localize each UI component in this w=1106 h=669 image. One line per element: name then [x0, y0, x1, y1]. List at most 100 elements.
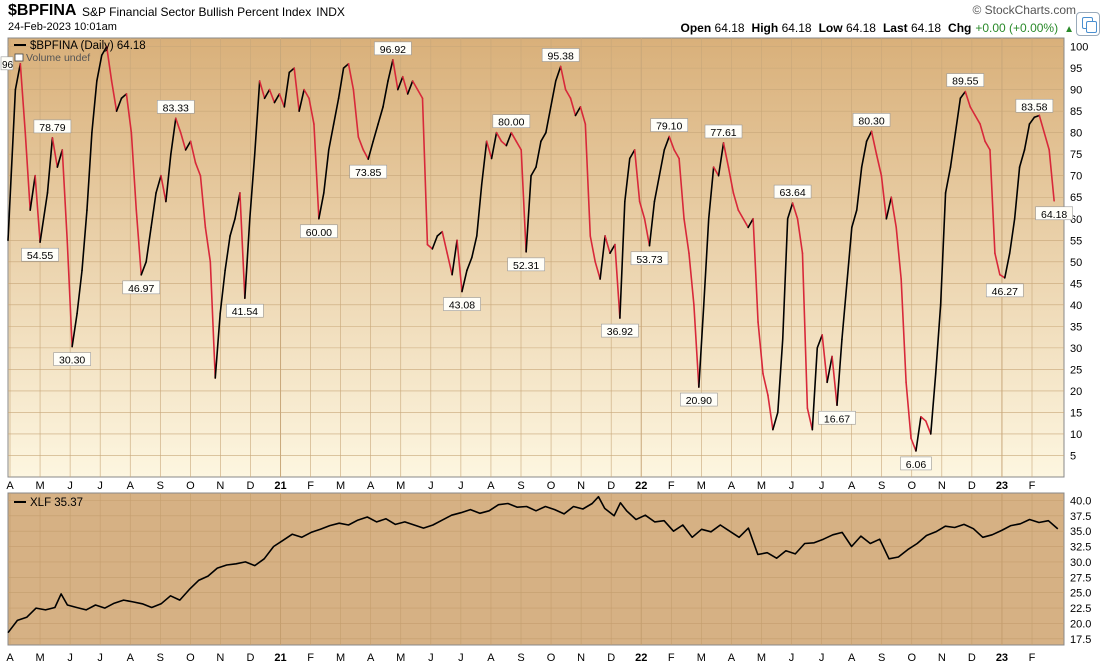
lower-x-tick-label: M: [396, 652, 405, 664]
point-label: 83.58: [1021, 101, 1047, 113]
series-segment: [870, 130, 878, 156]
lower-x-tick-label: A: [728, 652, 736, 664]
exchange-label: INDX: [316, 5, 345, 19]
series-segment: [1043, 131, 1050, 151]
lower-x-tick-label: D: [607, 652, 615, 664]
series-segment: [737, 209, 745, 220]
series-segment: [801, 252, 809, 409]
series-segment: [559, 65, 567, 91]
series-segment: [609, 243, 616, 254]
series-segment: [855, 166, 863, 211]
point-label: 6.06: [906, 459, 927, 471]
point-label-box: [680, 392, 718, 407]
lower-y-tick-label: 32.5: [1070, 542, 1091, 554]
series-segment: [174, 117, 182, 134]
series-segment: [574, 106, 582, 117]
lower-x-tick-label: S: [157, 652, 164, 664]
series-segment: [688, 252, 695, 306]
lower-y-tick-label: 22.5: [1070, 603, 1091, 615]
series-segment: [110, 80, 118, 112]
series-segment: [895, 226, 902, 280]
series-segment: [910, 437, 917, 452]
series-segment: [416, 88, 424, 100]
lower-y-tick-label: 37.5: [1070, 511, 1091, 523]
point-label: 79.10: [656, 121, 682, 133]
series-segment: [673, 149, 680, 160]
series-segment: [732, 192, 740, 211]
series-segment: [14, 63, 22, 91]
lower-x-tick-label: A: [6, 652, 14, 664]
series-segment: [411, 80, 419, 91]
upper-y-tick-label: 80: [1070, 128, 1082, 140]
upper-x-tick-label: F: [307, 480, 314, 492]
series-segment: [984, 140, 991, 151]
series-segment: [594, 261, 601, 280]
upper-x-tick-label: A: [848, 480, 856, 492]
series-segment: [979, 123, 986, 143]
series-segment: [564, 88, 572, 100]
series-segment: [377, 106, 384, 125]
series-segment: [569, 97, 577, 117]
upper-y-tick-label: 35: [1070, 321, 1082, 333]
series-segment: [964, 90, 972, 108]
upper-x-tick-label: J: [67, 480, 73, 492]
series-segment: [244, 217, 251, 300]
upper-x-tick-label: S: [878, 480, 885, 492]
series-segment: [258, 80, 266, 100]
series-segment: [520, 149, 527, 253]
series-segment: [248, 153, 256, 220]
series-segment: [1013, 166, 1021, 220]
series-segment: [120, 93, 128, 100]
lower-x-tick-label: O: [907, 652, 916, 664]
series-segment: [56, 149, 64, 168]
series-segment: [959, 90, 967, 100]
lower-x-tick-label: M: [336, 652, 345, 664]
point-label: 64.18: [1041, 209, 1067, 221]
series-segment: [81, 209, 88, 272]
lower-y-tick-label: 35.0: [1070, 526, 1091, 538]
upper-x-tick-label: J: [428, 480, 434, 492]
point-label-box: [492, 114, 531, 128]
upper-x-tick-label: S: [517, 480, 524, 492]
series-segment: [836, 338, 843, 407]
series-segment: [826, 355, 833, 384]
series-segment: [1008, 217, 1016, 254]
point-label: 46.97: [128, 283, 154, 295]
series-segment: [401, 75, 409, 95]
series-segment: [510, 131, 518, 143]
up-triangle-icon: ▲: [1064, 24, 1074, 35]
lower-x-tick-label: N: [938, 652, 946, 664]
open-label: Open: [680, 21, 712, 35]
series-segment: [752, 217, 759, 323]
series-segment: [742, 217, 749, 229]
series-segment: [781, 217, 789, 341]
lower-x-tick-label: O: [547, 652, 556, 664]
series-segment: [875, 153, 883, 177]
point-label: 41.54: [232, 306, 258, 318]
series-segment: [204, 226, 212, 263]
series-segment: [816, 334, 824, 349]
series-segment: [184, 140, 192, 151]
lower-x-tick-label: 22: [635, 652, 647, 664]
upper-y-tick-label: 5: [1070, 450, 1076, 462]
series-segment: [554, 65, 562, 82]
series-segment: [263, 88, 271, 100]
series-segment: [668, 135, 675, 151]
point-label-box: [1015, 98, 1054, 113]
point-label-box: [852, 113, 891, 127]
series-segment: [490, 131, 498, 160]
copy-icon[interactable]: [1076, 12, 1100, 36]
upper-y-tick-label: 45: [1070, 278, 1082, 290]
point-label-box: [122, 280, 161, 295]
lower-y-tick-label: 20.0: [1070, 618, 1091, 630]
low-value: 64.18: [845, 21, 876, 35]
series-segment: [485, 140, 493, 160]
series-segment: [727, 166, 735, 194]
upper-x-tick-label: A: [6, 480, 14, 492]
series-segment: [397, 75, 404, 91]
series-segment: [619, 200, 626, 319]
series-segment: [283, 71, 291, 108]
series-segment: [722, 142, 730, 168]
series-segment: [61, 149, 69, 242]
lower-x-tick-label: D: [968, 652, 976, 664]
